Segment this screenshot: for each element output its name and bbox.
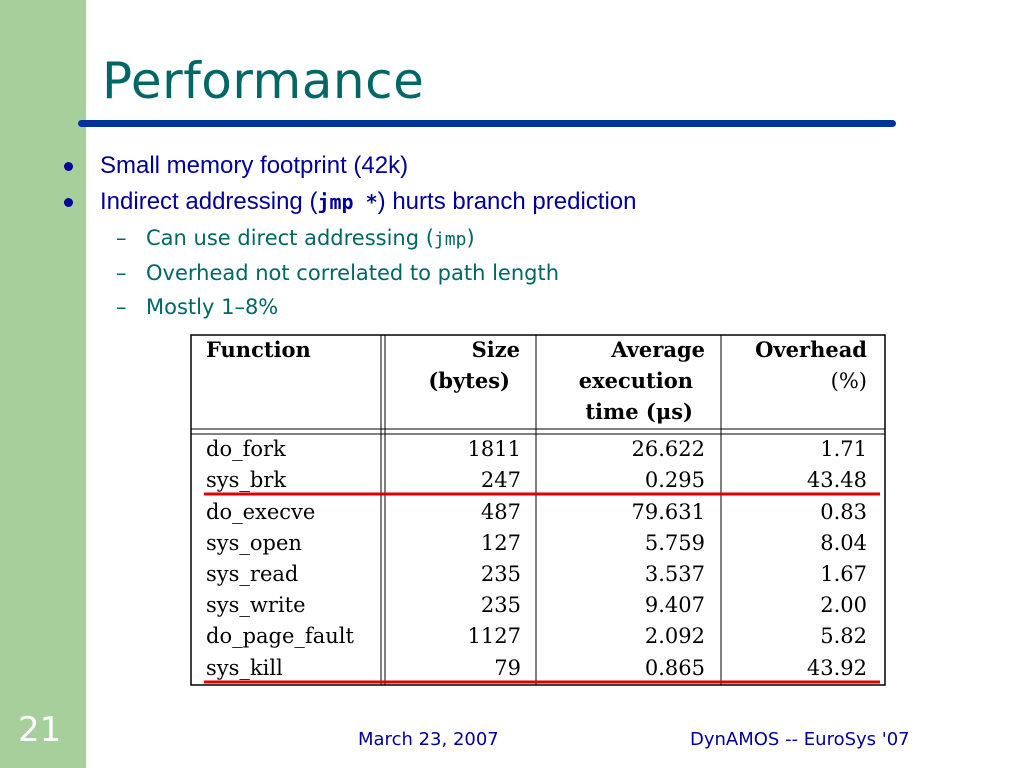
cell-overhead: 8.04 bbox=[820, 531, 867, 555]
cell-size: 487 bbox=[481, 500, 521, 524]
cell-overhead: 0.83 bbox=[820, 500, 867, 524]
header-overhead-unit: (%) bbox=[831, 369, 867, 393]
footer-date: March 23, 2007 bbox=[358, 729, 499, 750]
cell-overhead: 5.82 bbox=[820, 624, 867, 648]
cell-function: sys_open bbox=[206, 531, 302, 555]
code-snippet: jmp bbox=[433, 229, 467, 250]
table-frame bbox=[190, 334, 886, 686]
slide-sidebar bbox=[0, 0, 86, 768]
cell-overhead: 1.67 bbox=[820, 562, 867, 586]
header-function: Function bbox=[206, 337, 311, 362]
cell-size: 235 bbox=[481, 593, 521, 617]
cell-function: do_page_fault bbox=[206, 624, 354, 648]
cell-avg: 3.537 bbox=[645, 562, 705, 586]
cell-size: 1811 bbox=[468, 437, 521, 461]
title-underline bbox=[78, 120, 896, 127]
cell-avg: 9.407 bbox=[645, 593, 705, 617]
header-size-unit: (bytes) bbox=[428, 368, 510, 393]
cell-overhead: 43.92 bbox=[807, 656, 867, 680]
sub-bullet-text: Mostly 1–8% bbox=[146, 295, 279, 319]
bullet-dot-icon bbox=[64, 162, 73, 171]
cell-overhead: 1.71 bbox=[820, 437, 867, 461]
slide-title: Performance bbox=[102, 52, 425, 110]
cell-size: 127 bbox=[481, 531, 521, 555]
cell-overhead: 2.00 bbox=[820, 593, 867, 617]
cell-overhead: 43.48 bbox=[807, 468, 867, 492]
dash-icon: – bbox=[116, 295, 127, 319]
footer-event: DynAMOS -- EuroSys '07 bbox=[690, 729, 910, 750]
bullet-text: Indirect addressing (jmp *) hurts branch… bbox=[100, 188, 637, 215]
sub-bullet-text: Overhead not correlated to path length bbox=[146, 261, 560, 285]
cell-size: 79 bbox=[494, 656, 521, 680]
header-overhead: Overhead bbox=[755, 337, 867, 362]
code-snippet: jmp * bbox=[317, 190, 378, 214]
dash-icon: – bbox=[116, 261, 127, 285]
cell-avg: 0.295 bbox=[645, 468, 705, 492]
performance-table: Function Size (bytes) Average execution … bbox=[190, 334, 886, 686]
cell-size: 235 bbox=[481, 562, 521, 586]
header-execution: execution bbox=[579, 368, 693, 393]
cell-function: sys_write bbox=[206, 593, 306, 617]
cell-function: sys_read bbox=[206, 562, 298, 586]
cell-function: sys_brk bbox=[206, 468, 286, 492]
cell-function: do_execve bbox=[206, 500, 315, 524]
cell-avg: 0.865 bbox=[645, 656, 705, 680]
cell-size: 247 bbox=[481, 468, 521, 492]
header-size: Size bbox=[472, 337, 520, 362]
cell-avg: 26.622 bbox=[632, 437, 705, 461]
cell-function: do_fork bbox=[206, 437, 286, 461]
slide-number: 21 bbox=[18, 710, 62, 750]
bullet-text: Small memory footprint (42k) bbox=[100, 152, 409, 179]
cell-avg: 79.631 bbox=[632, 500, 705, 524]
cell-avg: 5.759 bbox=[645, 531, 705, 555]
sub-bullet-text: Can use direct addressing (jmp) bbox=[146, 226, 475, 250]
header-time: time (μs) bbox=[585, 399, 693, 424]
cell-function: sys_kill bbox=[206, 656, 283, 680]
cell-avg: 2.092 bbox=[645, 624, 705, 648]
dash-icon: – bbox=[116, 226, 127, 250]
cell-size: 1127 bbox=[468, 624, 521, 648]
header-average: Average bbox=[610, 337, 705, 362]
bullet-dot-icon bbox=[64, 198, 73, 207]
